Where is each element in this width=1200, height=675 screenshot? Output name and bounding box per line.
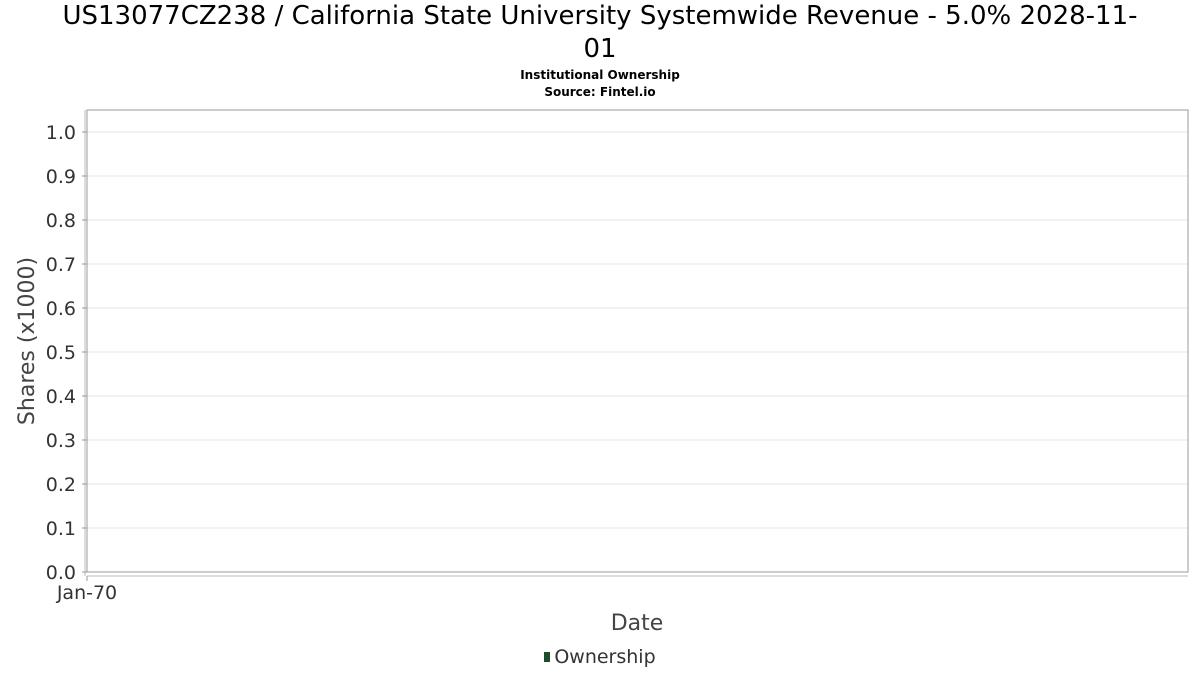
- y-axis-ticks: 0.0 0.1 0.2 0.3 0.4 0.5 0.6 0.7 0.8 0.9 1.0: [46, 122, 87, 584]
- plot-area: [86, 109, 1189, 573]
- chart-source: Source: Fintel.io: [544, 85, 656, 99]
- grid-lines: [87, 131, 1188, 573]
- y-tick-label: 1.0: [46, 122, 76, 144]
- chart-title-line-2: 01: [583, 34, 617, 64]
- y-tick-label: 0.5: [46, 342, 76, 364]
- y-tick-label: 0.6: [46, 298, 76, 320]
- y-axis-label: Shares (x1000): [15, 257, 40, 425]
- y-tick-label: 0.9: [46, 166, 76, 188]
- y-tick-label: 0.7: [46, 254, 76, 276]
- x-axis-ticks: Jan-70: [56, 576, 117, 604]
- y-tick-label: 0.3: [46, 430, 76, 452]
- chart-subtitle: Institutional Ownership: [520, 68, 680, 82]
- legend: Ownership: [0, 646, 1200, 668]
- chart-title-line-1: US13077CZ238 / California State Universi…: [62, 1, 1138, 31]
- x-axis-label: Date: [611, 611, 664, 636]
- y-tick-label: 0.4: [46, 386, 76, 408]
- y-tick-label: 0.2: [46, 474, 76, 496]
- y-tick-label: 0.1: [46, 518, 76, 540]
- legend-swatch-ownership: [544, 652, 551, 662]
- legend-label-ownership: Ownership: [554, 646, 656, 668]
- chart-title: US13077CZ238 / California State Universi…: [0, 0, 1200, 66]
- y-tick-label: 0.0: [46, 562, 76, 584]
- x-tick-label: Jan-70: [56, 582, 117, 604]
- y-tick-label: 0.8: [46, 210, 76, 232]
